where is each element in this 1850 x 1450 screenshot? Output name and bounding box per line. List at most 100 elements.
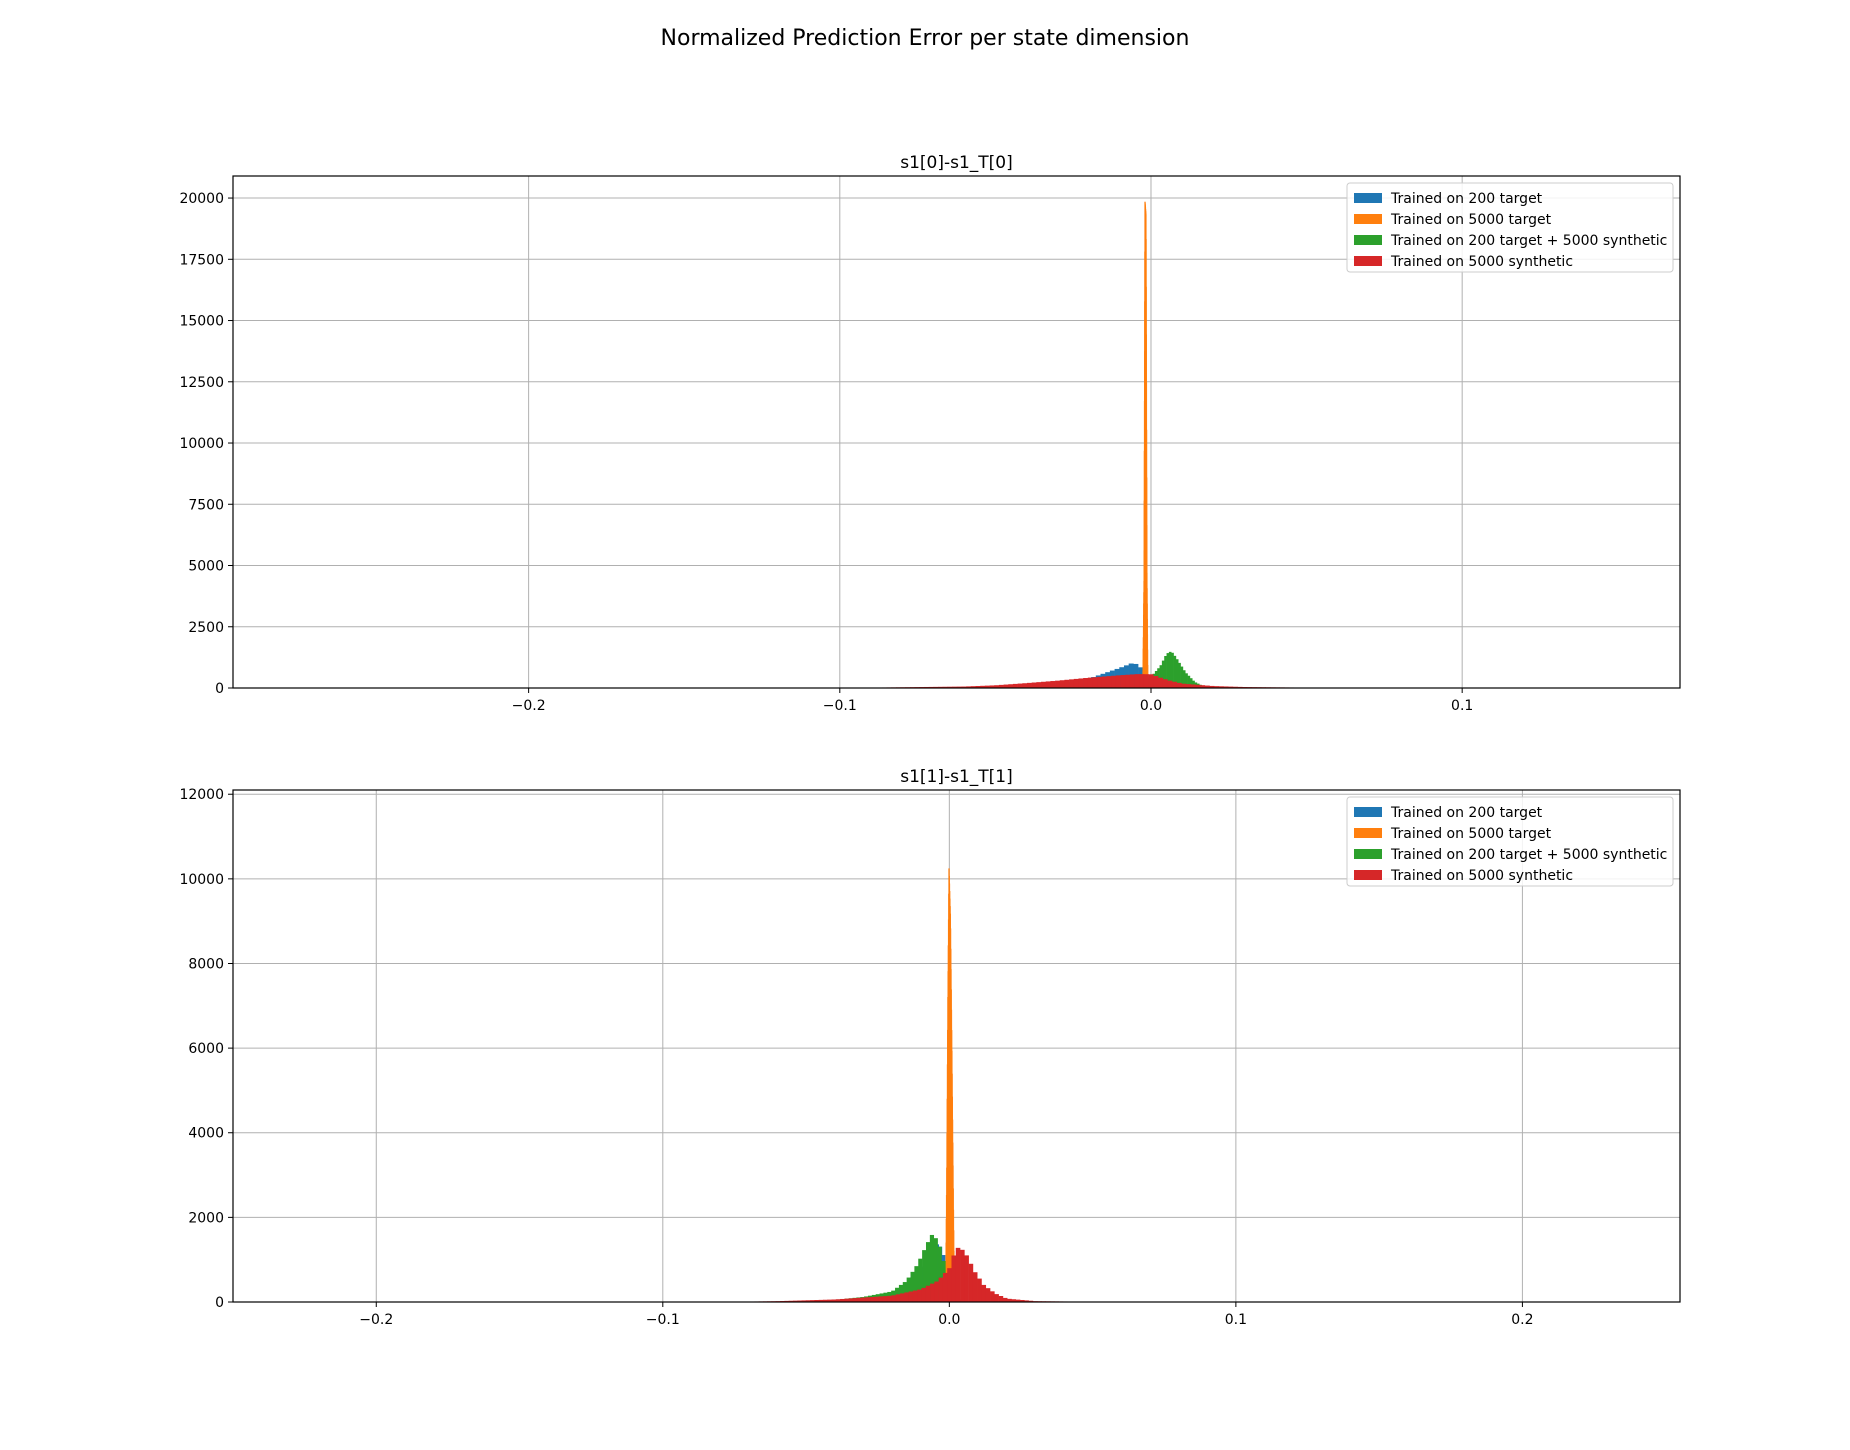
y-tick-label: 15000: [179, 314, 224, 330]
legend-swatch: [1354, 807, 1382, 817]
histogram-bar: [1115, 675, 1121, 688]
histogram-bar: [891, 1295, 897, 1302]
y-tick-label: 10000: [179, 872, 224, 888]
histogram-bar: [1036, 682, 1042, 688]
histogram-bar: [947, 1268, 952, 1302]
histogram-bar: [1059, 680, 1065, 688]
histogram-bar: [1171, 652, 1174, 688]
histogram-bar: [810, 1300, 815, 1302]
histogram-bar: [1002, 1297, 1008, 1302]
legend-swatch: [1354, 235, 1382, 245]
histogram-bar: [918, 1258, 923, 1302]
histogram-bar: [1172, 681, 1178, 688]
histogram-bar: [1012, 683, 1018, 688]
histogram-bar: [964, 1255, 969, 1302]
legend-swatch: [1354, 870, 1382, 880]
histogram-bar: [1192, 680, 1195, 688]
histogram-bar: [840, 1298, 845, 1302]
histogram-bar: [1168, 651, 1172, 688]
y-tick-label: 0: [215, 681, 224, 697]
axes-frame: [232, 175, 1681, 689]
histogram-bar: [857, 1297, 862, 1302]
histogram-bar: [1181, 683, 1187, 688]
histogram-bar: [1087, 677, 1093, 688]
histogram-bar: [902, 1282, 907, 1302]
x-tick-label: −0.1: [646, 1312, 680, 1328]
legend-box: [1346, 796, 1674, 887]
histogram-bar: [1223, 686, 1229, 688]
histogram-bar: [925, 1285, 931, 1302]
histogram-bar: [1189, 678, 1193, 688]
histogram-bar: [994, 1294, 999, 1302]
histogram-bar: [934, 1281, 939, 1302]
histogram-bar: [1178, 662, 1181, 688]
histogram-bar: [1101, 676, 1107, 688]
histogram-bar: [956, 686, 962, 688]
histogram-bar: [917, 1289, 922, 1302]
histogram-bar: [1055, 680, 1061, 688]
histogram-bar: [1148, 674, 1154, 688]
histogram-bar: [921, 1287, 927, 1302]
histogram-bar: [1125, 674, 1131, 688]
x-tick-label: −0.1: [823, 698, 857, 714]
histogram-bar: [1185, 673, 1188, 688]
histogram-bar: [906, 1277, 911, 1302]
histogram-bar: [1190, 684, 1196, 688]
subplot-title: s1[0]-s1_T[0]: [900, 153, 1013, 173]
histogram-bar: [947, 686, 953, 688]
histogram-bar: [990, 1291, 995, 1302]
y-tick-label: 6000: [188, 1041, 224, 1057]
y-tick-label: 2000: [188, 1210, 224, 1226]
histogram-bar: [895, 1294, 901, 1302]
y-tick-label: 8000: [188, 956, 224, 972]
legend-label: Trained on 200 target + 5000 synthetic: [1390, 847, 1667, 863]
histogram-bar: [874, 1296, 879, 1302]
legend-label: Trained on 200 target + 5000 synthetic: [1390, 233, 1667, 249]
histogram-bar: [861, 1297, 867, 1302]
histogram-bar: [835, 1299, 841, 1302]
histogram-bar: [929, 1234, 935, 1302]
histogram-bar: [1092, 677, 1098, 688]
histogram-bar: [981, 1284, 987, 1302]
series-bars-1: [945, 868, 955, 1302]
histogram-bar: [844, 1298, 849, 1302]
histogram-bar: [1015, 1299, 1021, 1302]
histogram-bar: [1017, 683, 1023, 688]
histogram-bar: [865, 1297, 871, 1302]
histogram-bar: [1218, 686, 1224, 688]
histogram-bar: [1186, 684, 1192, 688]
histogram-bar: [870, 1296, 875, 1302]
histogram-bar: [1031, 682, 1037, 688]
histogram-bar: [1011, 1299, 1017, 1302]
histogram-bar: [1158, 677, 1163, 688]
histogram-bar: [878, 1296, 884, 1302]
legend-swatch: [1354, 849, 1382, 859]
histogram-bar: [848, 1298, 854, 1302]
histogram-bar: [1008, 684, 1014, 688]
legend: Trained on 200 target Trained on 5000 tar…: [1346, 182, 1674, 273]
histogram-bar: [1045, 681, 1051, 688]
x-tick-label: 0.0: [938, 1312, 960, 1328]
histogram-bar: [818, 1299, 824, 1302]
histogram-bar: [1022, 683, 1028, 688]
histogram-bar: [994, 685, 1000, 688]
histogram-bar: [912, 1290, 918, 1302]
legend-label: Trained on 5000 synthetic: [1390, 868, 1573, 884]
histogram-bar: [1143, 674, 1149, 688]
histogram-bars: [720, 868, 1179, 1302]
histogram-bar: [1228, 686, 1234, 688]
legend-label: Trained on 5000 target: [1390, 826, 1552, 842]
histogram-bar: [910, 1271, 915, 1302]
histogram-bar: [900, 1293, 905, 1302]
histogram-bar: [984, 685, 990, 688]
histogram-bar: [1166, 653, 1170, 688]
y-tick-label: 12000: [179, 787, 224, 803]
subplot-s1-0: −0.2 −0.1 0.0 0.1 0 2500 5000 7500 10000 12500 150…: [179, 153, 1681, 714]
histogram-bar: [1026, 682, 1032, 688]
histogram-bar: [961, 686, 967, 688]
histogram-bar: [1120, 675, 1126, 688]
histogram-bar: [1024, 1300, 1029, 1302]
histogram-bar: [1050, 681, 1056, 688]
histogram-bar: [925, 1242, 931, 1302]
y-tick-label: 7500: [188, 497, 224, 513]
